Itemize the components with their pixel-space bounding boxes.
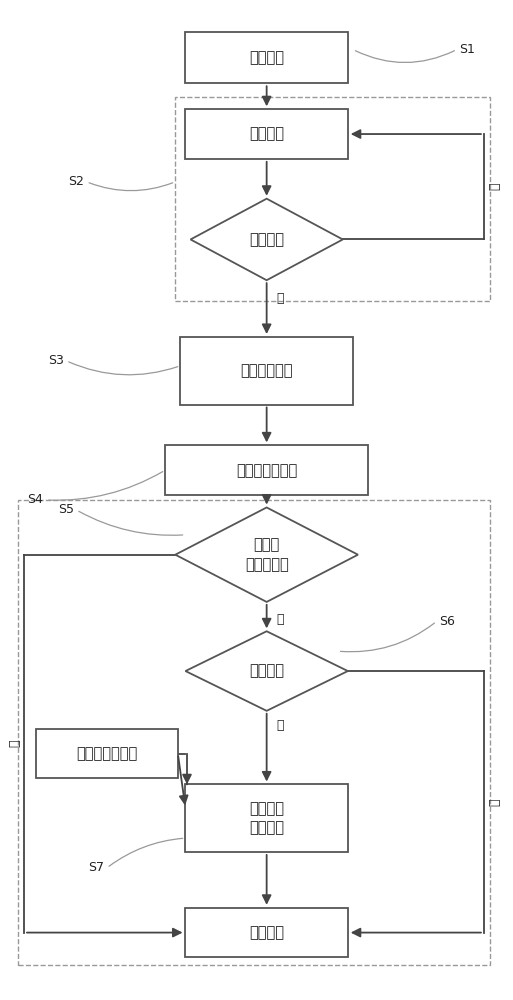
- Text: S4: S4: [28, 493, 44, 506]
- Bar: [165, 445, 368, 495]
- Text: 分析处理数据: 分析处理数据: [241, 363, 293, 378]
- Text: 否: 否: [277, 613, 284, 626]
- Polygon shape: [186, 631, 348, 711]
- Text: 是: 是: [8, 740, 22, 747]
- Text: 检查数据: 检查数据: [249, 232, 284, 247]
- Bar: [186, 109, 348, 159]
- Text: 是: 是: [277, 719, 284, 732]
- Text: 否: 否: [488, 798, 501, 806]
- Bar: [186, 908, 348, 957]
- Text: 是: 是: [277, 292, 284, 305]
- Bar: [18, 500, 490, 965]
- Text: S6: S6: [439, 615, 455, 628]
- Bar: [181, 337, 353, 405]
- Bar: [36, 729, 178, 778]
- Polygon shape: [175, 507, 358, 602]
- Text: 否: 否: [488, 183, 501, 190]
- Text: 情景构建
动画制作: 情景构建 动画制作: [249, 801, 284, 836]
- Text: S3: S3: [48, 354, 64, 367]
- Text: 输出结果: 输出结果: [249, 925, 284, 940]
- Text: S2: S2: [68, 175, 84, 188]
- Bar: [186, 784, 348, 852]
- Text: 数据采集: 数据采集: [249, 50, 284, 65]
- Text: 管涌判定: 管涌判定: [249, 664, 284, 679]
- Bar: [175, 97, 490, 301]
- Text: 尾矿坝阶段分析: 尾矿坝阶段分析: [76, 746, 137, 761]
- Text: S7: S7: [88, 861, 104, 874]
- Text: 输入数据: 输入数据: [249, 127, 284, 142]
- Text: S1: S1: [460, 43, 476, 56]
- Polygon shape: [190, 199, 343, 280]
- Text: 浸润线方程计算: 浸润线方程计算: [236, 463, 297, 478]
- Text: S5: S5: [58, 503, 74, 516]
- Text: 尾矿坝
稳定性计算: 尾矿坝 稳定性计算: [245, 537, 288, 572]
- Bar: [186, 32, 348, 83]
